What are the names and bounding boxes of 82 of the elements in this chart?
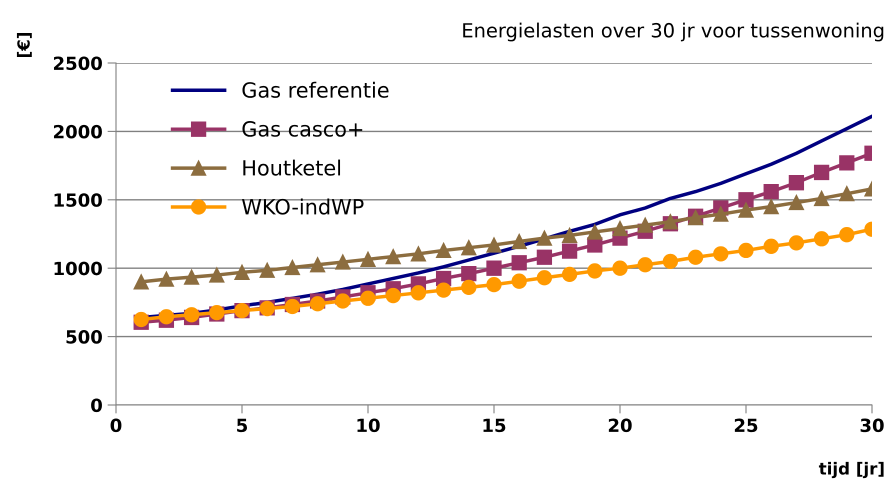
y-tick-label: 1500 [54,193,102,207]
point [158,272,174,287]
y-tick-label: 500 [66,330,102,344]
point [562,266,578,282]
point [788,175,804,190]
point [612,220,628,236]
point [814,164,830,180]
point [284,260,300,276]
y-axis-title: [€] [16,33,32,57]
point [260,262,275,278]
y-tick-label: 2500 [54,56,102,70]
point [738,242,754,258]
x-tick-label: 30 [860,418,884,432]
point [814,190,830,206]
y-tick-label: 0 [91,398,102,412]
point [386,248,401,264]
point [587,263,602,279]
point [512,234,527,250]
x-tick-label: 20 [608,418,632,432]
point [536,250,552,265]
point [461,266,476,282]
point [310,296,326,312]
legend-label: Houtketel [243,160,340,176]
point [612,260,628,276]
y-tick-label: 2000 [54,124,102,139]
point [234,264,250,280]
point [587,224,602,240]
point [410,285,426,300]
point [335,254,350,270]
point [410,246,426,262]
point [158,309,174,324]
point [360,290,376,306]
point [638,257,653,272]
x-tick-label: 25 [734,418,758,432]
point [512,274,527,289]
point [461,280,476,295]
legend-label: Gas referentie [242,82,389,98]
point [764,199,779,214]
point [360,252,376,267]
y-tick-label: 1000 [54,262,102,276]
point [461,240,476,256]
legend-label: Gas casco+ [242,121,362,137]
point [713,206,728,222]
point [536,270,552,286]
point [839,155,854,171]
x-axis-title: tijd [jr] [818,462,884,478]
x-tick-label: 15 [483,418,506,432]
point [386,288,401,304]
point [738,202,754,218]
point [814,231,830,246]
point [764,238,779,254]
point [638,217,653,233]
x-tick-label: 10 [357,418,380,432]
point [486,237,502,253]
point [512,255,527,270]
point [536,230,552,246]
x-tick-label: 0 [110,418,122,432]
point [486,260,502,276]
point [788,194,804,210]
point [134,274,149,290]
point [436,242,452,258]
point [688,250,704,265]
point [788,235,804,251]
point [209,267,224,283]
chart-title: Energielasten over 30 jr voor tussenwoning [463,22,884,42]
point [436,282,452,298]
point [562,228,578,244]
point [713,246,728,262]
point [335,293,350,309]
point [310,257,326,272]
point [184,269,200,285]
point [764,184,779,200]
point [486,276,502,292]
point [184,307,200,322]
point [562,243,578,259]
point [839,186,854,202]
legend-label: WKO-indWP [242,198,364,215]
point [738,192,754,208]
point [839,227,854,242]
point [662,254,678,269]
x-tick-label: 5 [237,418,248,432]
point [134,312,149,328]
